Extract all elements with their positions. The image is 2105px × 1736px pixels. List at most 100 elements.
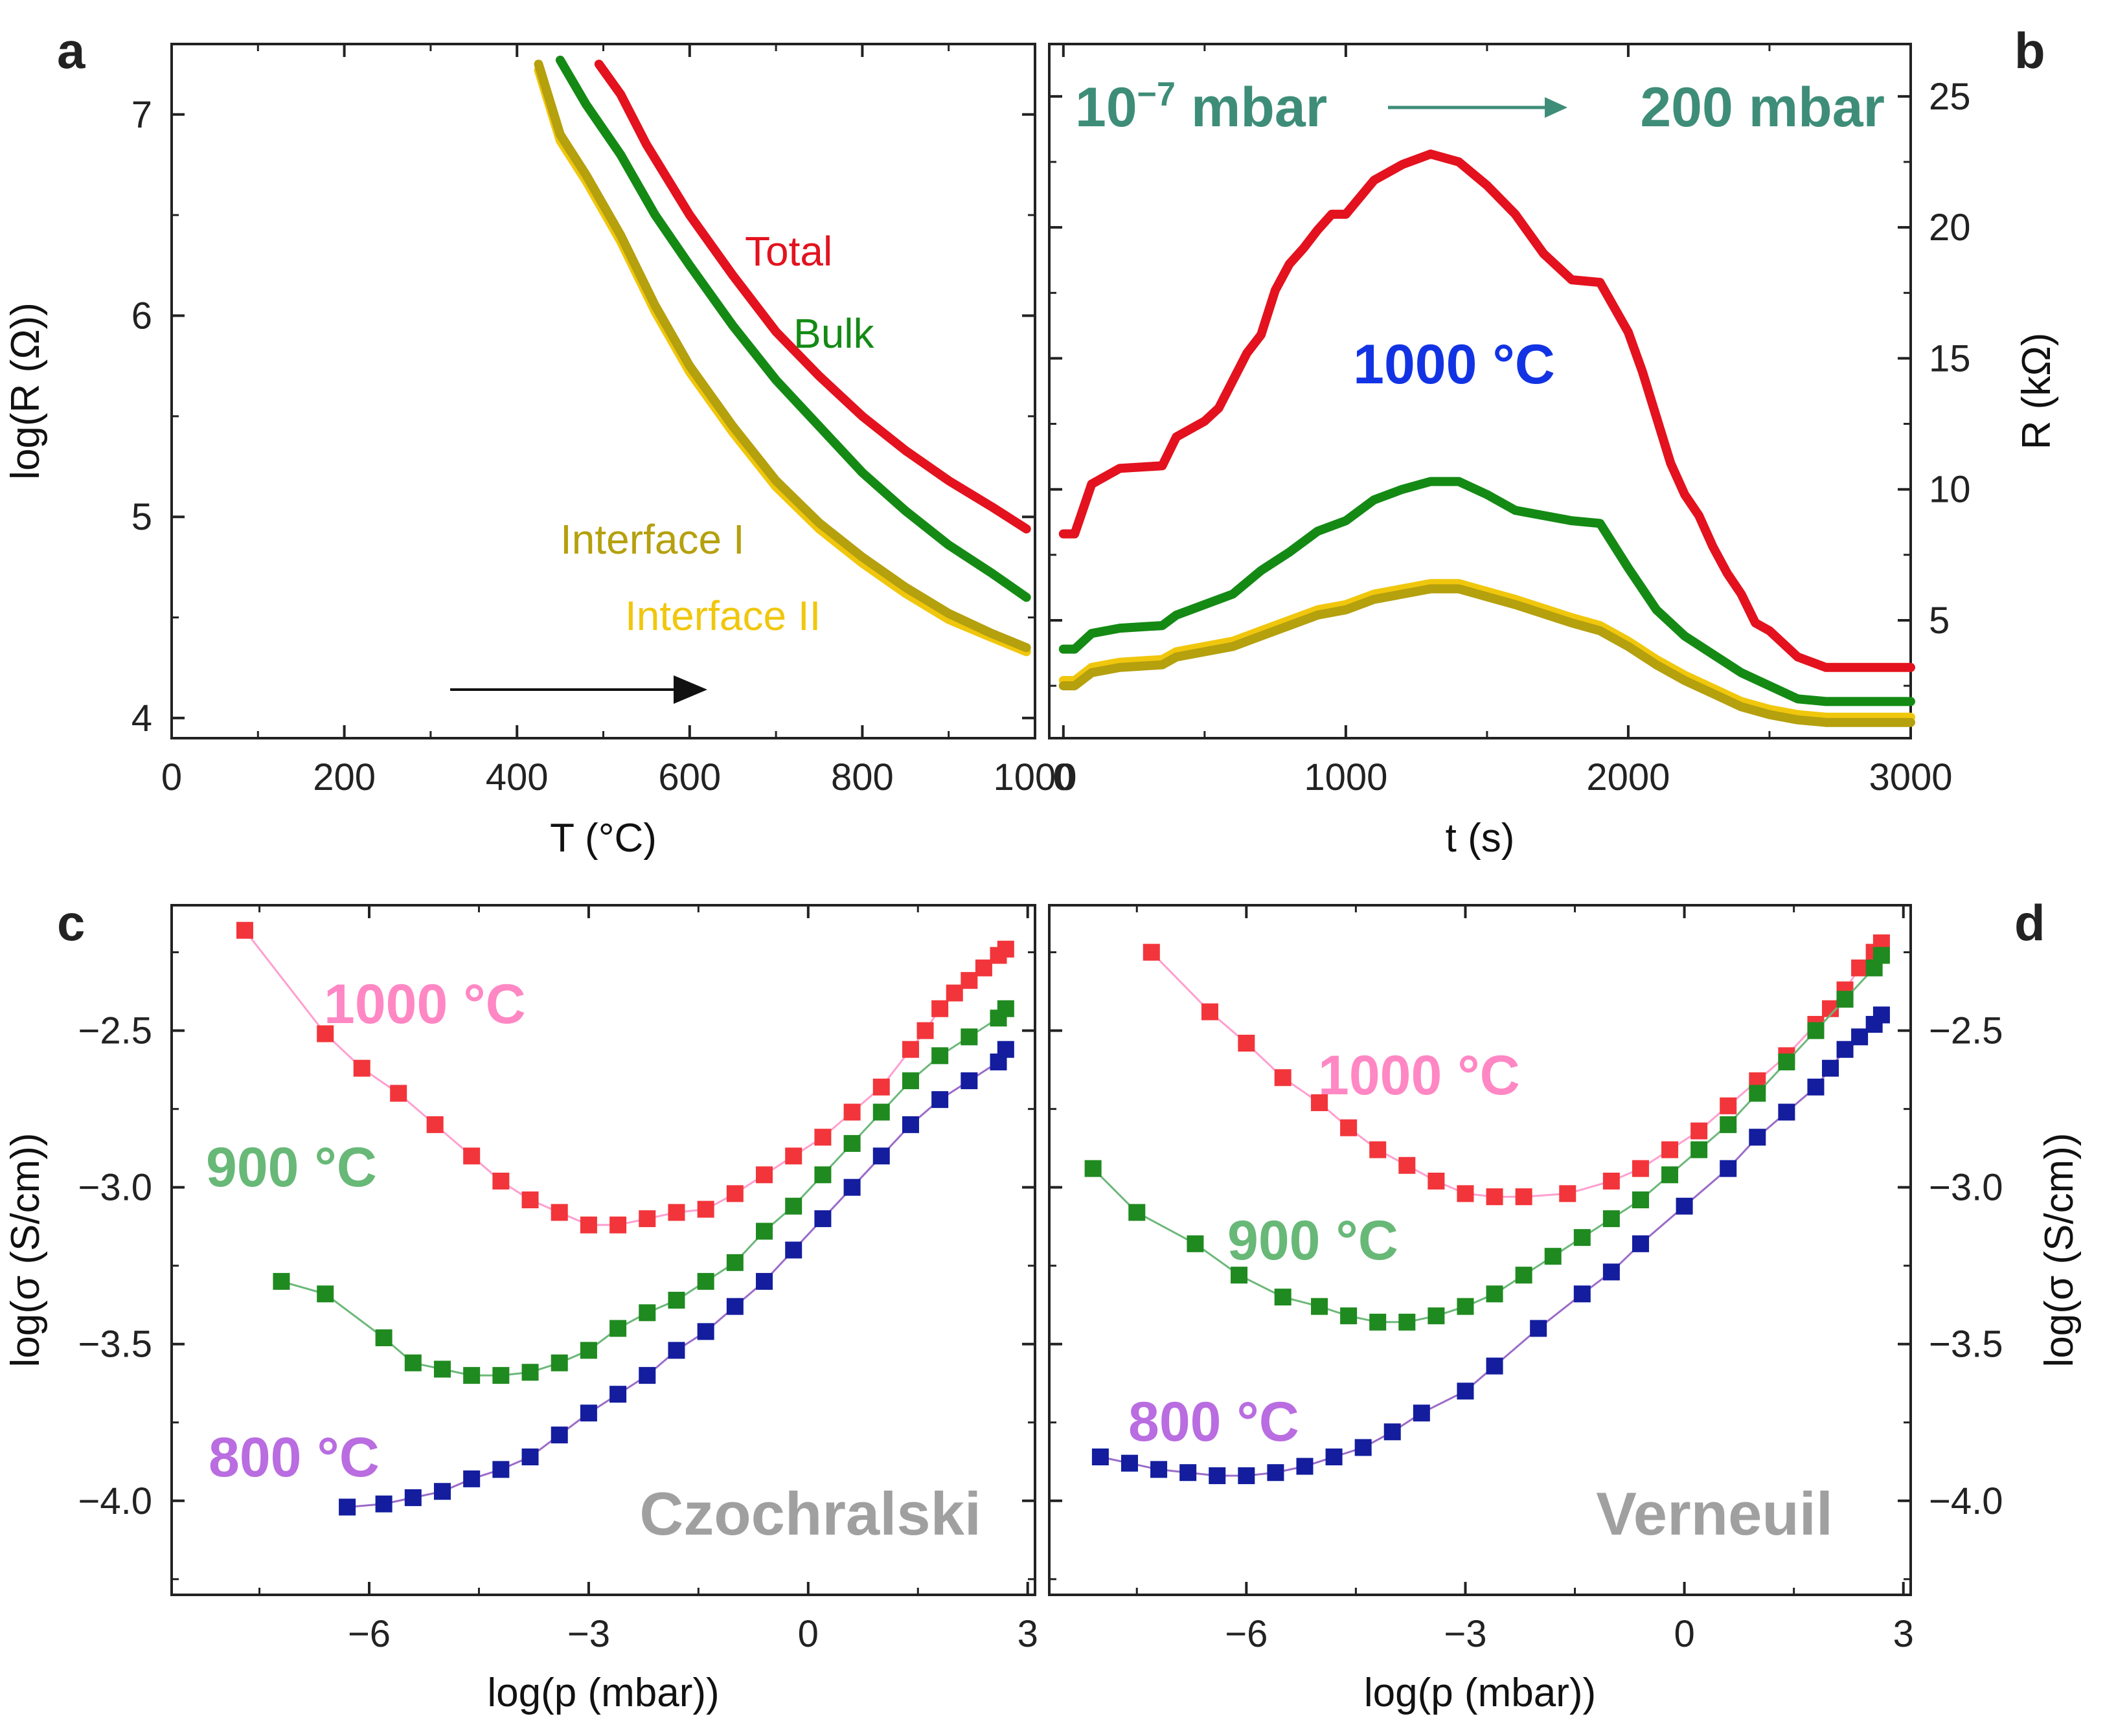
panel-a-xlabel: T (°C) (550, 816, 657, 861)
panel-b-xtick-label: 1000 (1304, 756, 1387, 798)
panel-d-marker-900c (1544, 1248, 1562, 1265)
panel-c-marker-1000c (521, 1191, 539, 1209)
panel-d-marker-1000c (1398, 1156, 1416, 1174)
panel-c-marker-900c (551, 1354, 568, 1371)
panel-d-marker-900c (1187, 1235, 1204, 1252)
panel-d-marker-1000c (1274, 1069, 1291, 1087)
panel-d-marker-800c (1383, 1423, 1401, 1441)
panel-d-marker-800c (1720, 1160, 1737, 1177)
panel-d-marker-900c (1274, 1289, 1291, 1306)
panel-label-d: d (2014, 894, 2045, 951)
panel-d-marker-900c (1457, 1298, 1474, 1315)
panel-c-marker-900c (697, 1272, 714, 1290)
panel-b-ytick-label: 25 (1929, 76, 1971, 118)
panel-c-marker-900c (639, 1304, 656, 1322)
label-d-900: 900 °C (1227, 1210, 1398, 1272)
pressure-arrow-head (1545, 97, 1567, 118)
panel-b-plot: 0 1000 2000 3000 5 10 15 20 25 t (s) R (kΩ) (1048, 43, 2059, 861)
panel-c-marker-1000c (551, 1204, 568, 1221)
panel-a-xtick-label: 400 (486, 756, 549, 798)
panel-d-marker-900c (1690, 1141, 1708, 1158)
panel-c-marker-1000c (902, 1041, 919, 1058)
panel-a-xtick-label: 600 (658, 756, 721, 798)
panel-c-marker-900c (902, 1072, 919, 1090)
panel-b-frame (1048, 43, 1912, 739)
panel-b-xtick-label: 2000 (1586, 756, 1670, 798)
panel-c-xtick-label: 3 (1018, 1613, 1038, 1655)
panel-d-marker-800c (1822, 1059, 1839, 1077)
panel-c-marker-800c (961, 1072, 978, 1090)
label-d-1000: 1000 °C (1318, 1044, 1520, 1107)
panel-c-marker-1000c (426, 1116, 444, 1133)
panel-d-marker-800c (1851, 1028, 1869, 1046)
panel-d-plot: −6 −3 0 3 −4.0 −3.5 −3.0 −2.5 log(p (mbar)) log(σ… (1048, 904, 2082, 1715)
panel-d-marker-800c (1602, 1263, 1620, 1281)
panel-b-ytick-label: 20 (1929, 207, 1971, 249)
panel-c-marker-900c (609, 1320, 627, 1337)
panel-c-marker-800c (551, 1426, 568, 1444)
panel-c-marker-800c (902, 1116, 919, 1133)
panel-a-series-bulk (555, 55, 1031, 602)
panel-d-marker-800c (1150, 1461, 1168, 1478)
panel-c-marker-900c (433, 1360, 451, 1378)
panel-d-marker-1000c (1559, 1185, 1576, 1202)
label-c-800: 800 °C (209, 1426, 380, 1489)
panel-d-marker-800c (1413, 1404, 1430, 1422)
label-c-1000: 1000 °C (324, 973, 526, 1035)
panel-c-marker-900c (521, 1364, 539, 1381)
panel-c-marker-800c (521, 1449, 539, 1465)
panel-c-marker-1000c (872, 1078, 890, 1096)
panel-d-marker-800c (1807, 1078, 1825, 1096)
panel-b-series-interface-ii (1058, 579, 1915, 722)
panel-c-marker-1000c (726, 1185, 744, 1202)
pressure-start-unit: mbar (1176, 76, 1327, 139)
panel-c-marker-800c (931, 1091, 949, 1109)
panel-c-marker-900c (463, 1367, 481, 1384)
panel-c-marker-800c (726, 1298, 744, 1315)
panel-d-marker-800c (1354, 1439, 1372, 1456)
panel-d-marker-800c (1296, 1458, 1314, 1475)
panel-c-xtick-label: 0 (798, 1613, 819, 1655)
label-interface-1: Interface I (560, 516, 745, 563)
panel-d-marker-1000c (1851, 959, 1869, 976)
panel-a-frame (170, 43, 1036, 739)
panel-b-xtick-label: 3000 (1869, 756, 1952, 798)
panel-c-marker-800c (872, 1147, 890, 1165)
panel-d-marker-900c (1084, 1160, 1102, 1177)
panel-a-ytick-label: 7 (131, 94, 152, 136)
panel-c-marker-900c (580, 1342, 597, 1359)
panel-d-marker-1000c (1428, 1173, 1445, 1189)
panel-c-marker-800c (997, 1041, 1014, 1058)
panel-c-marker-1000c (756, 1166, 773, 1184)
panel-c-marker-1000c (580, 1216, 597, 1234)
panel-b-ytick-label: 10 (1929, 469, 1971, 511)
panel-c-marker-1000c (916, 1022, 934, 1039)
panel-c-marker-1000c (931, 1000, 949, 1017)
panel-c-marker-800c (814, 1210, 832, 1228)
panel-a-series-interface-i (534, 60, 1031, 653)
panel-d-ytick-label: −2.5 (1929, 1010, 2003, 1052)
panel-c-marker-800c (404, 1489, 422, 1506)
panel-c-marker-1000c (639, 1210, 656, 1228)
panel-d-marker-800c (1209, 1467, 1226, 1485)
panel-d-marker-1000c (1201, 1003, 1218, 1020)
panel-c-marker-900c (961, 1028, 978, 1046)
panel-d-marker-900c (1573, 1229, 1591, 1246)
panel-d-fit-line-2 (1100, 1014, 1883, 1477)
panel-d-marker-900c (1661, 1166, 1679, 1184)
panel-c-marker-1000c (609, 1216, 627, 1234)
panel-d-marker-900c (1428, 1307, 1445, 1325)
panel-c-marker-1000c (946, 984, 963, 1002)
panel-d-marker-800c (1530, 1320, 1547, 1337)
panel-d-marker-800c (1121, 1454, 1138, 1472)
panel-c-marker-900c (726, 1254, 744, 1271)
panel-label-a: a (57, 22, 85, 79)
panel-d-marker-900c (1807, 1022, 1825, 1039)
pressure-start-base: 10 (1075, 76, 1137, 139)
panel-a-ytick-label: 6 (131, 295, 152, 337)
panel-d-marker-900c (1720, 1116, 1737, 1133)
panel-c-marker-800c (639, 1367, 656, 1384)
label-c-900: 900 °C (206, 1136, 377, 1199)
panel-d-marker-900c (1369, 1313, 1387, 1331)
panel-c-marker-900c (492, 1367, 510, 1384)
